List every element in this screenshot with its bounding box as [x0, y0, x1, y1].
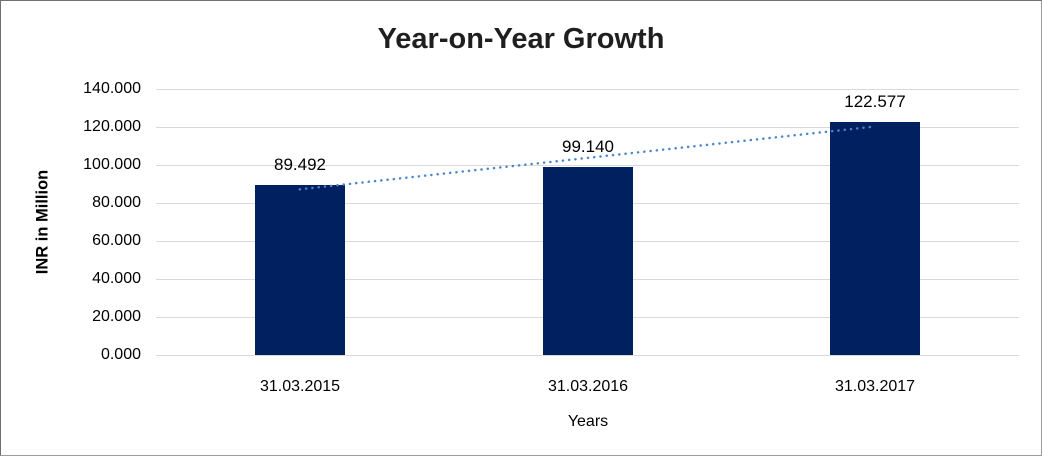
x-tick-label: 31.03.2017	[834, 378, 916, 395]
y-axis-title: INR in Million	[33, 169, 52, 275]
gridline	[156, 355, 1019, 356]
x-tick-label: 31.03.2016	[547, 378, 629, 395]
y-tick-label: 120.000	[83, 118, 141, 135]
y-tick-label: 40.000	[92, 270, 141, 287]
bar-31.03.2016	[543, 167, 633, 355]
gridline	[156, 89, 1019, 90]
y-tick-label: 0.000	[100, 346, 141, 363]
x-axis-title: Years	[567, 413, 609, 430]
bar-value-label: 99.140	[562, 137, 614, 156]
bar-31.03.2017	[830, 122, 920, 355]
y-tick-label: 140.000	[83, 80, 141, 97]
y-tick-label: 80.000	[92, 194, 141, 211]
y-tick-label: 20.000	[92, 308, 141, 325]
bar-value-label: 89.492	[274, 155, 326, 174]
bar-value-label: 122.577	[844, 92, 906, 111]
x-tick-label: 31.03.2015	[259, 378, 341, 395]
y-tick-label: 60.000	[92, 232, 141, 249]
y-tick-label: 100.000	[83, 156, 141, 173]
chart-title: Year-on-Year Growth	[377, 23, 665, 55]
bar-31.03.2015	[255, 185, 345, 355]
